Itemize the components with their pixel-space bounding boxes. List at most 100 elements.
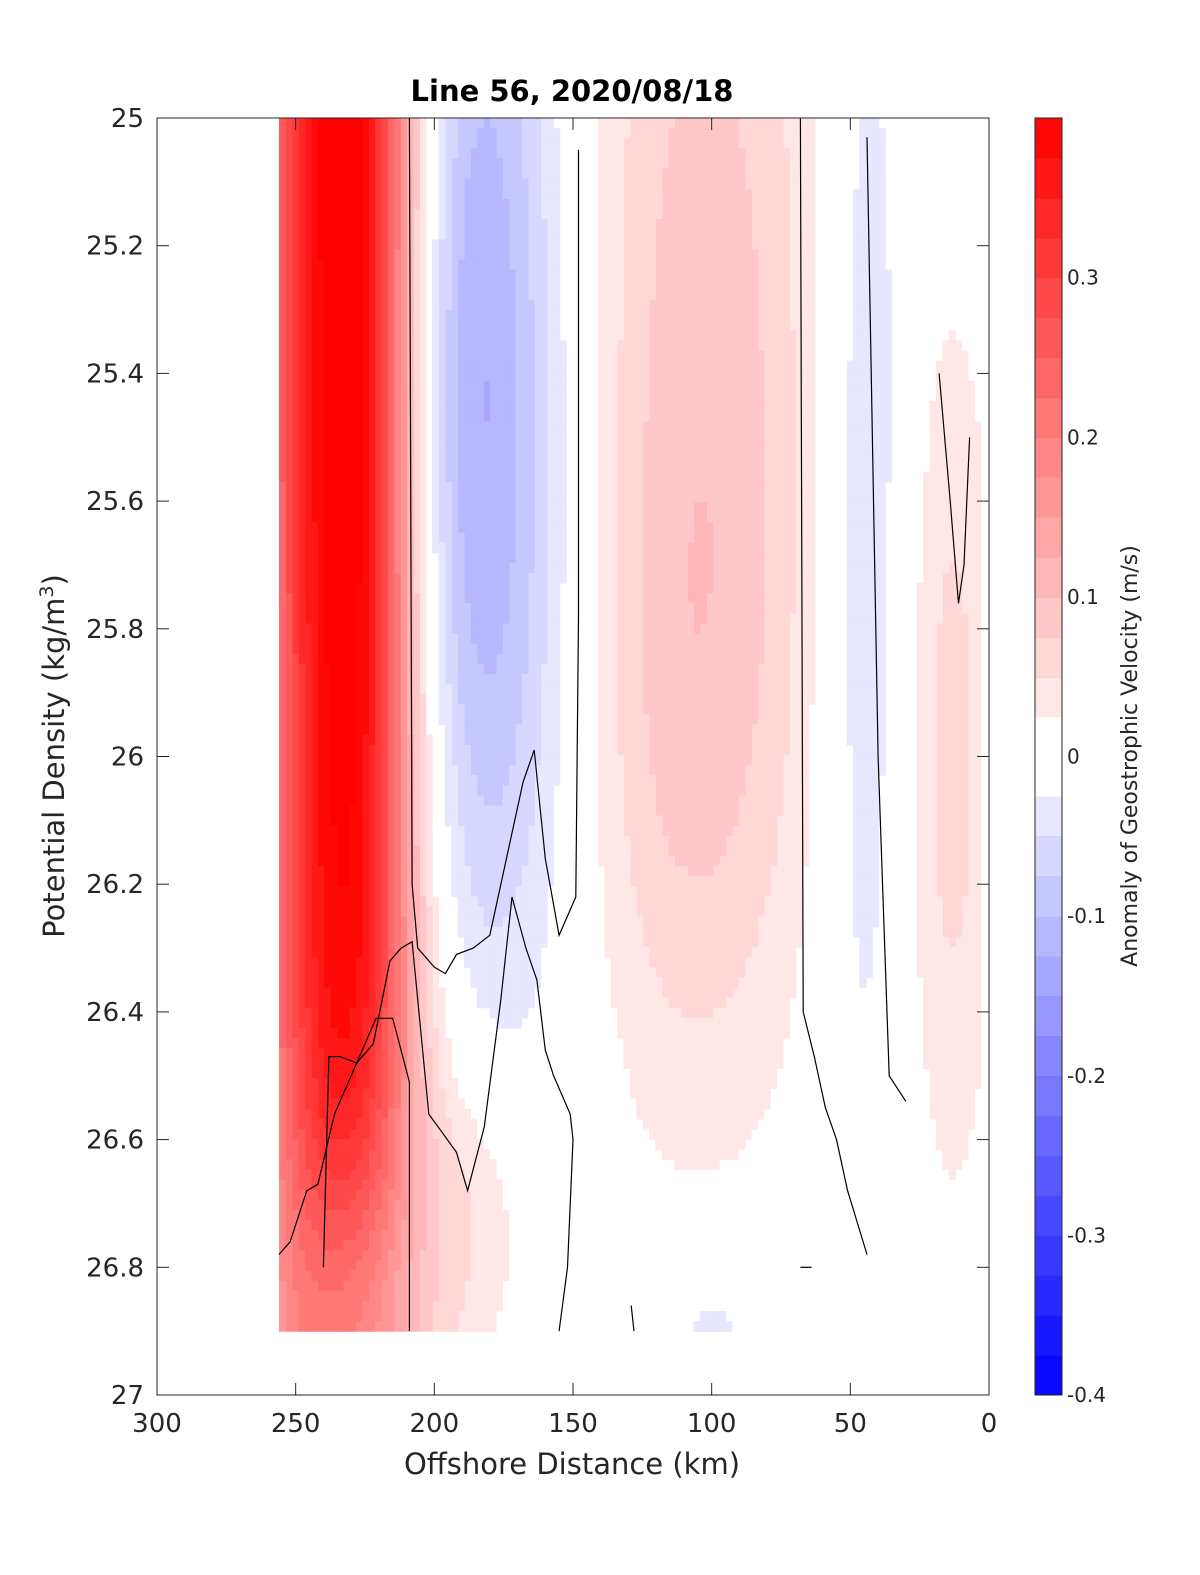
field-cell (738, 522, 746, 534)
field-cell (725, 775, 733, 786)
field-cell (936, 714, 944, 726)
field-cell (967, 1027, 975, 1039)
field-cell (668, 360, 676, 372)
field-cell (661, 866, 669, 877)
field-cell (770, 876, 778, 887)
field-cell (642, 572, 650, 584)
field-cell (617, 967, 625, 978)
field-cell (629, 583, 637, 594)
field-cell (789, 603, 797, 614)
field-cell (744, 390, 752, 402)
field-cell (770, 593, 778, 604)
field-cell (751, 1048, 759, 1059)
field-cell (802, 583, 810, 594)
field-cell (712, 1037, 720, 1049)
field-cell (661, 845, 669, 857)
field-cell (757, 674, 765, 685)
field-cell (738, 1139, 746, 1150)
field-cell (534, 421, 542, 432)
field-cell (853, 512, 861, 523)
field-cell (680, 188, 688, 200)
field-cell (738, 310, 746, 321)
field-cell (942, 866, 950, 877)
field-cell (693, 320, 701, 331)
field-cell (706, 461, 714, 473)
field-cell (521, 219, 529, 230)
field-cell (527, 289, 535, 301)
field-cell (865, 492, 873, 503)
field-cell (706, 350, 714, 362)
field-cell (738, 714, 746, 726)
field-cell (846, 593, 854, 604)
field-cell (668, 603, 676, 614)
field-cell (942, 815, 950, 827)
field-cell (642, 431, 650, 443)
field-cell (680, 542, 688, 554)
field-cell (782, 269, 790, 281)
field-cell (923, 825, 931, 837)
field-cell (521, 714, 529, 726)
field-cell (623, 583, 631, 594)
field-cell (731, 977, 739, 989)
field-cell (712, 1027, 720, 1039)
field-cell (865, 451, 873, 463)
field-cell (706, 987, 714, 999)
field-cell (617, 613, 625, 625)
field-cell (642, 593, 650, 604)
field-cell (668, 896, 676, 908)
field-cell (553, 603, 561, 614)
field-cell (680, 946, 688, 958)
field-cell (648, 1007, 656, 1019)
field-cell (534, 603, 542, 614)
field-cell (604, 583, 612, 594)
field-cell (687, 633, 695, 645)
field-cell (706, 876, 714, 887)
field-cell (680, 977, 688, 989)
field-cell (680, 471, 688, 483)
field-cell (795, 310, 803, 321)
field-cell (802, 239, 810, 251)
field-cell (738, 390, 746, 402)
field-cell (865, 411, 873, 422)
field-cell (674, 734, 682, 746)
field-cell (878, 562, 886, 574)
field-cell (923, 835, 931, 847)
field-cell (808, 310, 816, 321)
field-cell (725, 411, 733, 422)
field-cell (936, 886, 944, 898)
field-cell (936, 795, 944, 807)
field-cell (776, 572, 784, 584)
field-cell (623, 916, 631, 928)
field-cell (757, 754, 765, 766)
field-cell (782, 229, 790, 240)
field-cell (974, 795, 982, 807)
field-cell (680, 653, 688, 665)
field-cell (668, 583, 676, 594)
field-cell (648, 239, 656, 251)
field-cell (878, 431, 886, 443)
field-cell (636, 492, 644, 503)
field-cell (782, 461, 790, 473)
field-cell (642, 562, 650, 574)
field-cell (802, 158, 810, 170)
field-cell (770, 421, 778, 432)
field-cell (802, 289, 810, 301)
field-cell (770, 896, 778, 908)
field-cell (693, 734, 701, 746)
field-cell (725, 249, 733, 261)
field-cell (693, 775, 701, 786)
field-cell (757, 118, 765, 129)
field-cell (763, 1088, 771, 1100)
field-cell (763, 208, 771, 220)
field-cell (515, 118, 523, 129)
field-cell (610, 906, 618, 918)
field-cell (795, 603, 803, 614)
field-cell (923, 471, 931, 483)
field-cell (636, 138, 644, 149)
field-cell (859, 593, 867, 604)
field-cell (859, 946, 867, 958)
field-cell (674, 239, 682, 251)
field-cell (725, 633, 733, 645)
field-cell (680, 603, 688, 614)
field-cell (731, 946, 739, 958)
